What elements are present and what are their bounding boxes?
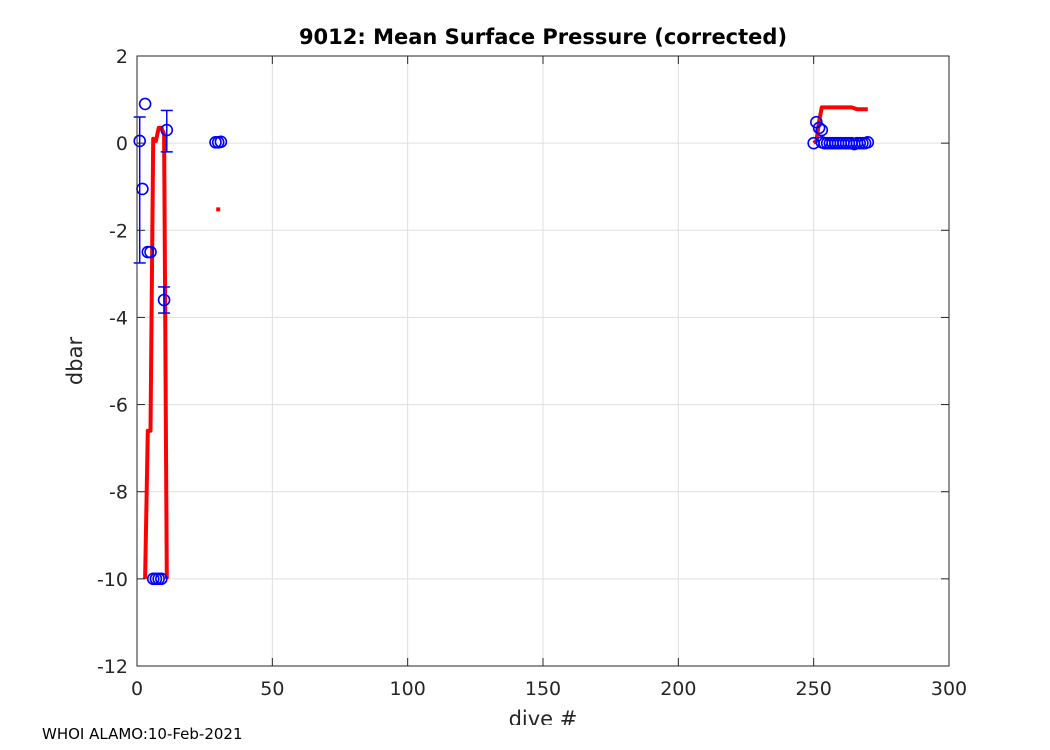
data-point — [861, 135, 875, 149]
data-point — [155, 572, 168, 586]
x-tick-label: 300 — [931, 678, 967, 700]
x-tick-label: 0 — [131, 678, 143, 700]
footer-credit: WHOI ALAMO:10-Feb-2021 — [42, 725, 243, 743]
data-point — [144, 245, 157, 259]
x-axis-label: dive # — [509, 707, 578, 725]
x-tick-label: 250 — [796, 678, 832, 700]
x-tick-label: 100 — [390, 678, 426, 700]
data-point — [138, 97, 152, 111]
data-point — [812, 121, 826, 135]
grid — [137, 56, 949, 666]
y-tick-label: 2 — [116, 46, 128, 68]
series — [133, 97, 875, 586]
y-tick-label: 0 — [116, 133, 128, 155]
chart: 0 50 100 150 200 250 300 -12 -10 -8 -6 -4 -2 0 2 9012:… — [63, 25, 968, 725]
chart-title: 9012: Mean Surface Pressure (corrected) — [299, 25, 787, 49]
data-point — [157, 293, 171, 307]
y-tick-label: -8 — [109, 482, 128, 504]
y-tick-label: -12 — [97, 656, 128, 678]
y-tick-label: -10 — [97, 569, 128, 591]
y-tick-label: -4 — [109, 307, 128, 329]
x-tick-label: 200 — [660, 678, 696, 700]
error-bar — [133, 116, 146, 264]
x-tick-label: 50 — [260, 678, 284, 700]
x-tick-label: 150 — [525, 678, 561, 700]
data-point — [133, 134, 147, 148]
y-tick-label: -2 — [109, 220, 128, 242]
ticks: 0 50 100 150 200 250 300 -12 -10 -8 -6 -4 -2 0 2 — [97, 46, 967, 700]
data-point — [160, 123, 174, 137]
y-tick-label: -6 — [109, 395, 128, 417]
data-point — [214, 135, 228, 149]
error-bar — [160, 109, 173, 153]
pressure-line-early — [143, 125, 169, 579]
y-axis-label: dbar — [63, 337, 87, 386]
data-point — [815, 123, 829, 137]
isolated-red-point — [216, 207, 221, 212]
error-bar — [158, 286, 171, 314]
